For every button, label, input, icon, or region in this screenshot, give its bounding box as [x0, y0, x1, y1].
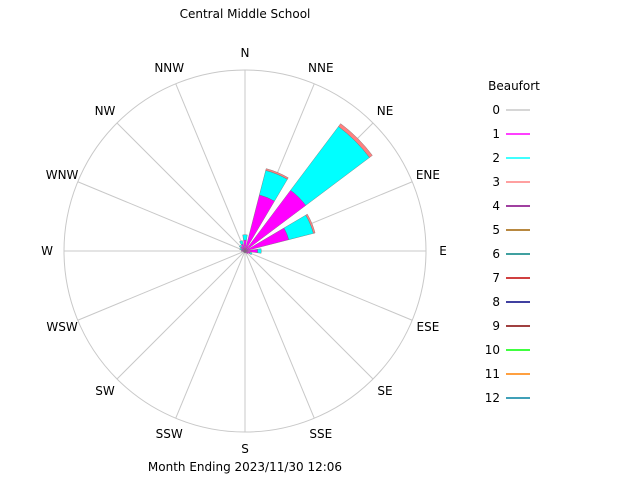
direction-label-sse: SSE	[309, 427, 332, 441]
direction-label-ene: ENE	[416, 168, 440, 182]
legend-label-3: 3	[492, 175, 500, 189]
petal-ne-beaufort-3	[338, 123, 373, 158]
spoke-nnw	[175, 83, 246, 252]
legend-label-10: 10	[485, 343, 500, 357]
legend-label-7: 7	[492, 271, 500, 285]
direction-label-n: N	[241, 46, 250, 60]
petal-e-beaufort-2	[257, 248, 262, 254]
direction-label-nw: NW	[95, 104, 116, 118]
petal-nne-beaufort-3	[265, 168, 289, 180]
legend-label-12: 12	[485, 391, 500, 405]
direction-label-se: SE	[377, 384, 392, 398]
chart-footer: Month Ending 2023/11/30 12:06	[147, 460, 343, 474]
spoke-ese	[244, 250, 413, 321]
spoke-ssw	[175, 250, 246, 419]
petal-wnw-beaufort-2	[239, 247, 243, 251]
direction-label-nne: NNE	[308, 61, 334, 75]
legend-label-2: 2	[492, 151, 500, 165]
petal-n-beaufort-2	[242, 234, 248, 241]
spoke-sw	[116, 250, 246, 380]
spoke-nw	[116, 122, 246, 252]
direction-label-w: W	[41, 244, 53, 258]
direction-label-ese: ESE	[417, 320, 440, 334]
direction-label-nnw: NNW	[154, 61, 184, 75]
legend-title: Beaufort	[488, 79, 540, 93]
direction-label-s: S	[241, 442, 249, 456]
legend-label-9: 9	[492, 319, 500, 333]
legend-label-8: 8	[492, 295, 500, 309]
legend-label-11: 11	[485, 367, 500, 381]
petal-nw-beaufort-2	[238, 244, 242, 248]
spoke-wsw	[77, 250, 246, 321]
spoke-se	[244, 250, 374, 380]
legend-label-4: 4	[492, 199, 500, 213]
direction-label-sw: SW	[95, 384, 115, 398]
direction-label-ne: NE	[377, 104, 394, 118]
direction-label-ssw: SSW	[156, 427, 183, 441]
petal-se-beaufort-1	[244, 250, 249, 255]
legend-label-0: 0	[492, 103, 500, 117]
legend-label-6: 6	[492, 247, 500, 261]
direction-label-e: E	[439, 244, 447, 258]
spoke-sse	[244, 250, 315, 419]
legend-label-5: 5	[492, 223, 500, 237]
petal-ese-beaufort-2	[249, 252, 253, 255]
legend-label-1: 1	[492, 127, 500, 141]
chart-title: Central Middle School	[179, 7, 311, 21]
petal-w-beaufort-1	[241, 250, 246, 252]
direction-label-wsw: WSW	[46, 320, 77, 334]
wind-petals	[238, 123, 373, 255]
petal-ene-beaufort-3	[305, 213, 316, 234]
direction-labels: N NNE NE ENE E ESE SE SSE S SSW SW WSW W WNW NW NNW	[41, 46, 447, 456]
petal-nnw-beaufort-2	[239, 240, 244, 246]
spoke-wnw	[77, 181, 246, 252]
direction-label-wnw: WNW	[46, 168, 79, 182]
